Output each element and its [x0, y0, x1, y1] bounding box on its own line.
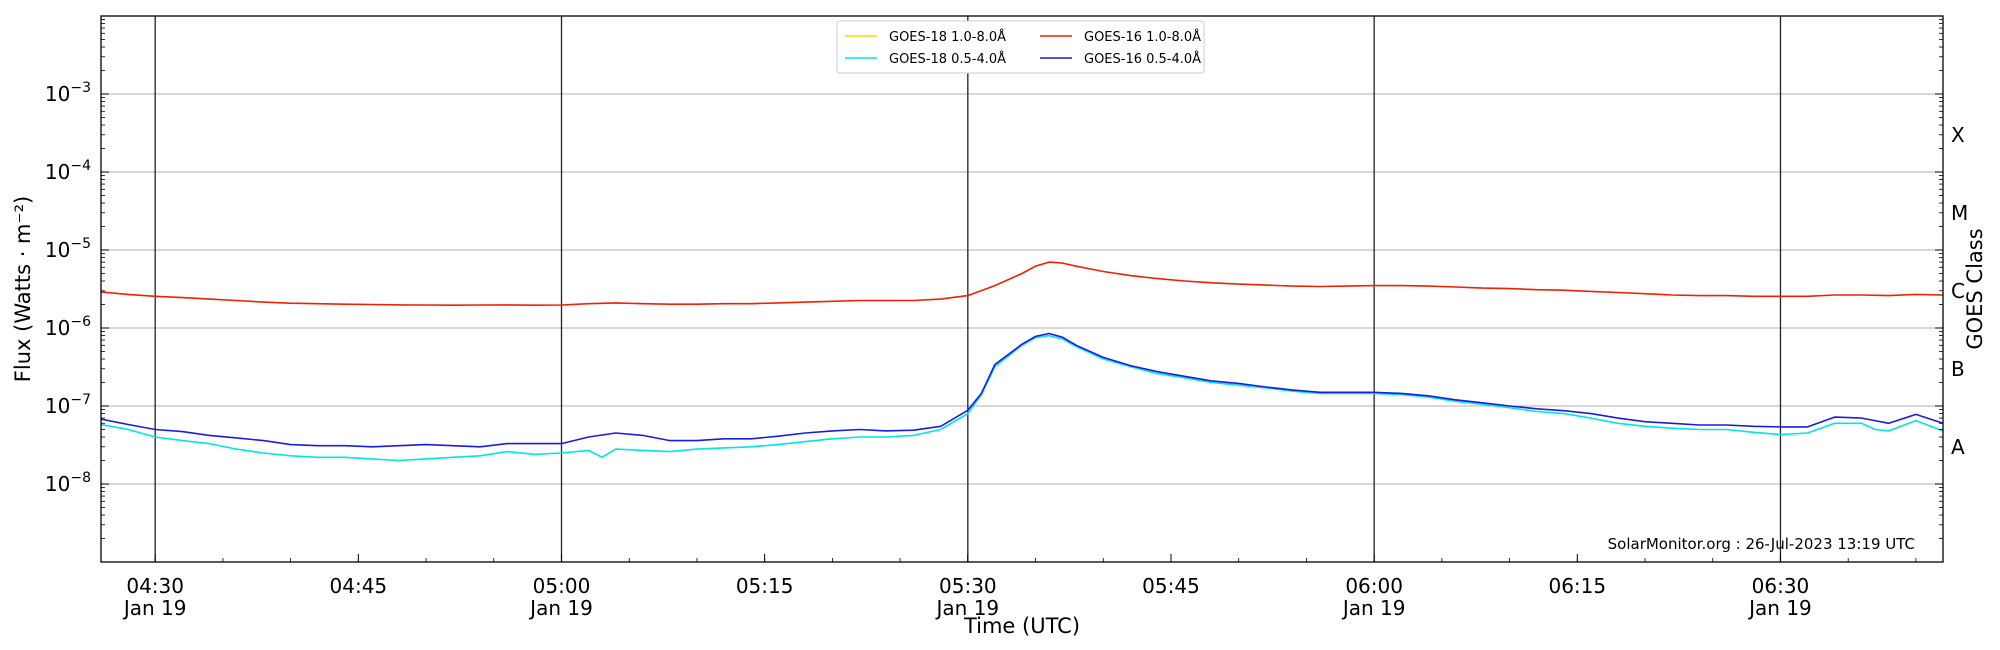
- x-tick-label: 06:30: [1752, 574, 1810, 598]
- legend-label: GOES-16 1.0-8.0Å: [1084, 29, 1201, 45]
- legend-label: GOES-18 0.5-4.0Å: [889, 51, 1006, 67]
- x-tick-date: Jan 19: [1747, 596, 1812, 620]
- y-tick-label: 10−6: [45, 314, 91, 340]
- goes-class-label: B: [1951, 357, 1965, 381]
- x-axis-title: Time (UTC): [963, 614, 1080, 638]
- goes-class-label: A: [1951, 435, 1965, 459]
- plot-frame: [100, 15, 1944, 563]
- watermark-text: SolarMonitor.org : 26-Jul-2023 13:19 UTC: [1608, 535, 1915, 553]
- x-tick-label: 04:30: [126, 574, 184, 598]
- x-tick-date: Jan 19: [528, 596, 593, 620]
- legend-label: GOES-16 0.5-4.0Å: [1084, 51, 1201, 67]
- y-tick-label: 10−8: [45, 470, 91, 496]
- x-tick-label: 04:45: [330, 574, 388, 598]
- y-tick-label: 10−3: [45, 80, 91, 106]
- y-tick-label: 10−7: [45, 392, 91, 418]
- x-tick-label: 06:00: [1345, 574, 1403, 598]
- x-tick-date: Jan 19: [935, 596, 1000, 620]
- series-line: [100, 334, 1944, 462]
- y-axis-ticks: 10−8 10−7 10−6 10−5 10−4 10−3: [45, 19, 1943, 539]
- goes-class-label: M: [1951, 201, 1968, 225]
- x-tick-label: 05:00: [533, 574, 591, 598]
- right-axis-title: GOES Class: [1963, 228, 1987, 349]
- grid-lines: [101, 93, 1943, 485]
- legend-label: GOES-18 1.0-8.0Å: [889, 29, 1006, 45]
- goes-class-labels: X M C B A: [1951, 123, 1968, 459]
- y-tick-label: 10−5: [45, 236, 91, 262]
- series-line: [100, 261, 1944, 306]
- y-axis-title: Flux (Watts · m⁻²): [11, 196, 35, 382]
- legend-box: [836, 20, 1205, 74]
- goes-class-label: C: [1951, 279, 1965, 303]
- series-lines: [100, 261, 1944, 462]
- x-tick-date: Jan 19: [122, 596, 187, 620]
- x-tick-label: 05:45: [1142, 574, 1200, 598]
- x-tick-label: 05:30: [939, 574, 997, 598]
- x-tick-label: 05:15: [736, 574, 794, 598]
- goes-class-label: X: [1951, 123, 1965, 147]
- day-boundary-lines: [154, 16, 1782, 562]
- x-tick-label: 06:15: [1548, 574, 1606, 598]
- x-tick-date: Jan 19: [1341, 596, 1406, 620]
- y-tick-label: 10−4: [45, 158, 91, 184]
- series-line: [100, 332, 1944, 448]
- legend: GOES-18 1.0-8.0Å GOES-18 0.5-4.0Å GOES-16 …: [836, 20, 1205, 74]
